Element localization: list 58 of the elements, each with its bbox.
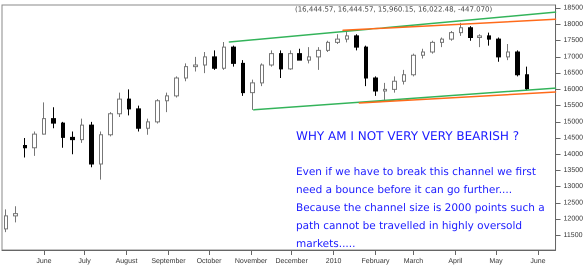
candlestick bbox=[203, 52, 207, 74]
candlestick bbox=[61, 121, 65, 148]
candlestick bbox=[411, 53, 416, 77]
candlestick bbox=[51, 106, 56, 129]
candlestick bbox=[260, 62, 264, 87]
candlestick bbox=[146, 118, 150, 136]
candlestick bbox=[231, 45, 236, 68]
candlestick bbox=[288, 50, 293, 70]
candlestick bbox=[364, 45, 368, 87]
candlestick bbox=[383, 82, 387, 102]
candlestick bbox=[174, 76, 179, 98]
candlestick bbox=[316, 46, 321, 70]
candlestick bbox=[193, 56, 198, 72]
annotation: Even if we have to break this channel we first need a bounce before it can go further.... Because the channel size is 2000 points such a path cannot be travelled in highly oversold markets..... bbox=[296, 166, 548, 250]
candlestick bbox=[23, 138, 27, 158]
candlestick bbox=[80, 118, 84, 144]
candlestick bbox=[506, 43, 510, 61]
candlestick bbox=[127, 88, 131, 116]
candlestick bbox=[89, 121, 94, 168]
candlestick bbox=[13, 206, 18, 223]
candlestick bbox=[70, 131, 75, 155]
candlestick bbox=[212, 50, 217, 70]
candlestick bbox=[117, 92, 122, 118]
annotation: WHY AM I NOT VERY VERY BEARISH ? bbox=[296, 129, 520, 143]
candlestick bbox=[42, 102, 46, 136]
candlestick bbox=[496, 36, 501, 62]
candlestick bbox=[487, 32, 491, 46]
candlestick bbox=[373, 76, 378, 96]
candlestick bbox=[345, 30, 349, 43]
candlestick bbox=[165, 92, 169, 113]
candlestick bbox=[241, 60, 245, 96]
candlestick bbox=[430, 40, 435, 54]
candlestick bbox=[402, 69, 406, 86]
candlestick bbox=[335, 34, 340, 44]
candlestick bbox=[515, 50, 520, 77]
candlestick bbox=[108, 112, 113, 137]
candlestick bbox=[99, 131, 103, 180]
candlestick bbox=[279, 50, 283, 79]
candlestick bbox=[354, 34, 359, 51]
candlestick bbox=[184, 62, 188, 82]
candlestick bbox=[525, 66, 529, 92]
candlestick bbox=[326, 40, 330, 53]
candlestick bbox=[392, 76, 397, 94]
candlestick bbox=[250, 79, 255, 110]
candlestick bbox=[222, 41, 226, 70]
candlestick bbox=[136, 105, 141, 132]
candlestick bbox=[440, 36, 444, 48]
candlestick bbox=[477, 34, 482, 48]
candlestick bbox=[421, 48, 425, 60]
candlestick bbox=[297, 48, 302, 61]
candlestick bbox=[4, 208, 8, 233]
candlestick bbox=[449, 30, 454, 42]
candlestick bbox=[307, 46, 311, 64]
candlestick bbox=[32, 131, 37, 156]
candlestick bbox=[468, 26, 473, 42]
candlestick bbox=[459, 22, 463, 36]
candlestick bbox=[155, 98, 160, 124]
candlestick bbox=[269, 50, 274, 68]
